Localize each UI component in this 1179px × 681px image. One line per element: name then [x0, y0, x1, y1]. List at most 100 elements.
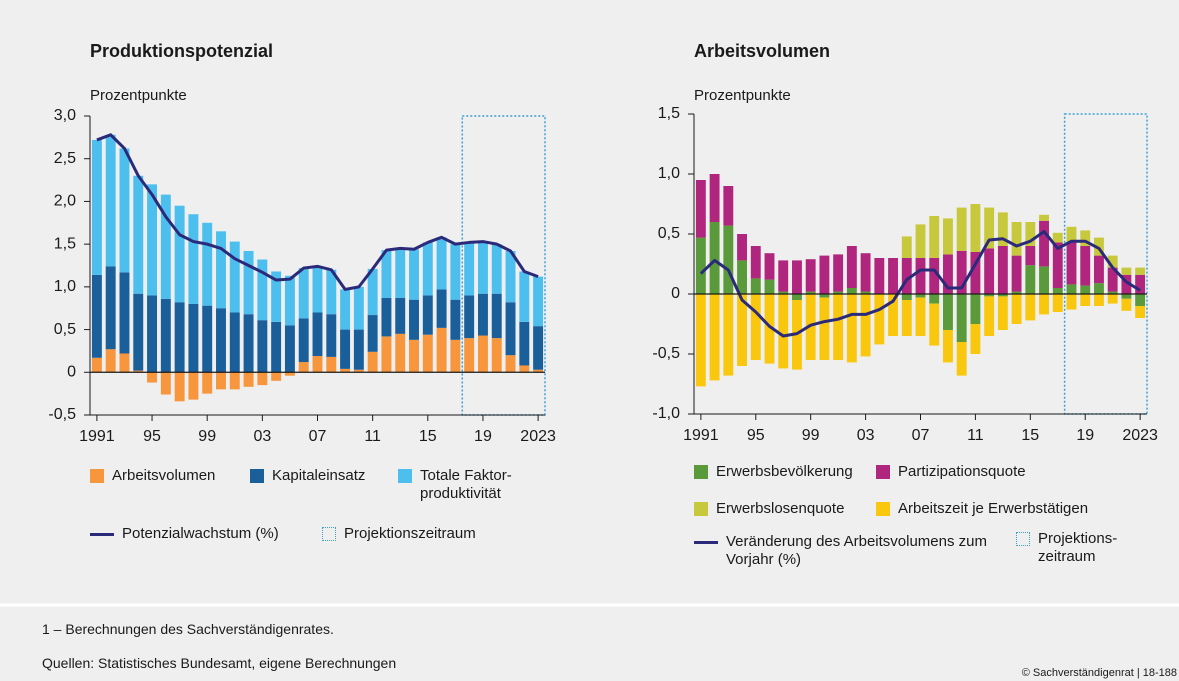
- bar: [984, 294, 995, 297]
- y-tick-label: 1,0: [658, 165, 680, 182]
- bar: [477, 293, 488, 336]
- bar: [202, 222, 213, 306]
- legend-label: Arbeitsvolumen: [112, 467, 216, 484]
- bar: [915, 297, 926, 336]
- bar: [1052, 294, 1063, 312]
- bar: [450, 339, 461, 373]
- bar: [340, 289, 351, 330]
- bar: [833, 291, 844, 294]
- bar: [533, 326, 544, 370]
- bar: [819, 294, 830, 298]
- legend-label: Erwerbsbevölkerung: [716, 463, 853, 480]
- x-tick-label: 11: [967, 427, 984, 444]
- bar: [997, 246, 1008, 294]
- bar: [505, 250, 516, 303]
- legend-label: Partizipationsquote: [898, 463, 1026, 480]
- bar: [367, 315, 378, 352]
- bar: [409, 339, 419, 373]
- bar: [901, 258, 912, 294]
- bar: [1052, 288, 1063, 294]
- bar: [970, 204, 981, 252]
- bar: [846, 288, 857, 294]
- bar: [1025, 246, 1036, 266]
- bar: [997, 212, 1008, 246]
- x-tick-label: 03: [253, 428, 271, 445]
- x-tick-label: 99: [198, 428, 216, 445]
- bar: [915, 258, 926, 294]
- bar: [1080, 230, 1091, 246]
- legend-label: Veränderung des Arbeitsvolumens zum Vorj…: [726, 533, 987, 568]
- bar: [284, 372, 295, 376]
- bar: [764, 294, 775, 364]
- legend-item: Totale Faktor-produktivität: [398, 467, 530, 503]
- legend-label: Arbeitszeit je Erwerbstätigen: [898, 500, 1089, 517]
- bar: [792, 260, 802, 294]
- bar: [422, 242, 433, 296]
- bar: [1011, 255, 1022, 292]
- bar: [312, 356, 323, 373]
- bar: [1121, 298, 1132, 311]
- bar: [133, 370, 144, 373]
- bar: [1107, 255, 1118, 268]
- bar: [1066, 284, 1077, 294]
- bar: [709, 294, 720, 381]
- y-axis-label: Prozentpunkte: [90, 87, 187, 104]
- bar: [229, 372, 240, 390]
- bar: [477, 241, 488, 294]
- legend-line: [90, 533, 114, 536]
- bar: [956, 250, 967, 294]
- bar: [1121, 267, 1132, 275]
- y-tick-label: 0,5: [658, 225, 680, 242]
- legend-swatch: [250, 469, 264, 483]
- bar: [229, 241, 240, 313]
- bar: [1135, 267, 1146, 275]
- bar: [792, 294, 802, 300]
- bar: [450, 299, 461, 340]
- x-tick-label: 15: [419, 428, 437, 445]
- bar: [723, 225, 734, 294]
- legend-label: Totale Faktor-produktivität: [420, 467, 512, 502]
- y-tick-label: 0,5: [54, 321, 76, 338]
- bar: [1094, 237, 1104, 256]
- y-tick-label: 1,5: [54, 235, 76, 252]
- bar: [464, 338, 475, 373]
- bar: [174, 205, 185, 303]
- legend-item: Projektionszeitraum: [322, 525, 476, 543]
- bar: [422, 334, 433, 373]
- bar: [436, 289, 447, 328]
- projection-area: [461, 115, 546, 416]
- bar: [943, 218, 953, 255]
- bar: [764, 279, 775, 294]
- x-tick-label: 15: [1021, 427, 1039, 444]
- bar: [1107, 294, 1118, 304]
- y-tick-label: 0: [671, 285, 680, 302]
- bar: [91, 357, 102, 373]
- bar: [929, 258, 940, 294]
- bar: [229, 312, 240, 373]
- bar: [737, 234, 747, 261]
- bar: [929, 303, 940, 346]
- legend-item: Erwerbsbevölkerung: [694, 463, 853, 481]
- bar: [91, 274, 102, 358]
- bar: [464, 295, 475, 339]
- legend-item: Erwerbslosenquote: [694, 500, 844, 518]
- y-tick-label: 1,0: [54, 278, 76, 295]
- bar: [202, 372, 213, 394]
- x-tick-label: 1991: [683, 427, 719, 444]
- bar: [1039, 214, 1049, 221]
- bar: [1135, 294, 1146, 306]
- bar: [367, 351, 378, 373]
- bar: [409, 249, 419, 300]
- bar: [709, 222, 720, 294]
- legend-item: Partizipationsquote: [876, 463, 1026, 481]
- bar: [943, 330, 953, 363]
- bar: [874, 294, 885, 345]
- y-tick-label: 3,0: [54, 107, 76, 124]
- bar: [326, 314, 337, 357]
- bar: [326, 356, 337, 373]
- bar: [846, 246, 857, 288]
- bar: [450, 244, 461, 300]
- bar: [764, 253, 775, 280]
- bar: [436, 327, 447, 373]
